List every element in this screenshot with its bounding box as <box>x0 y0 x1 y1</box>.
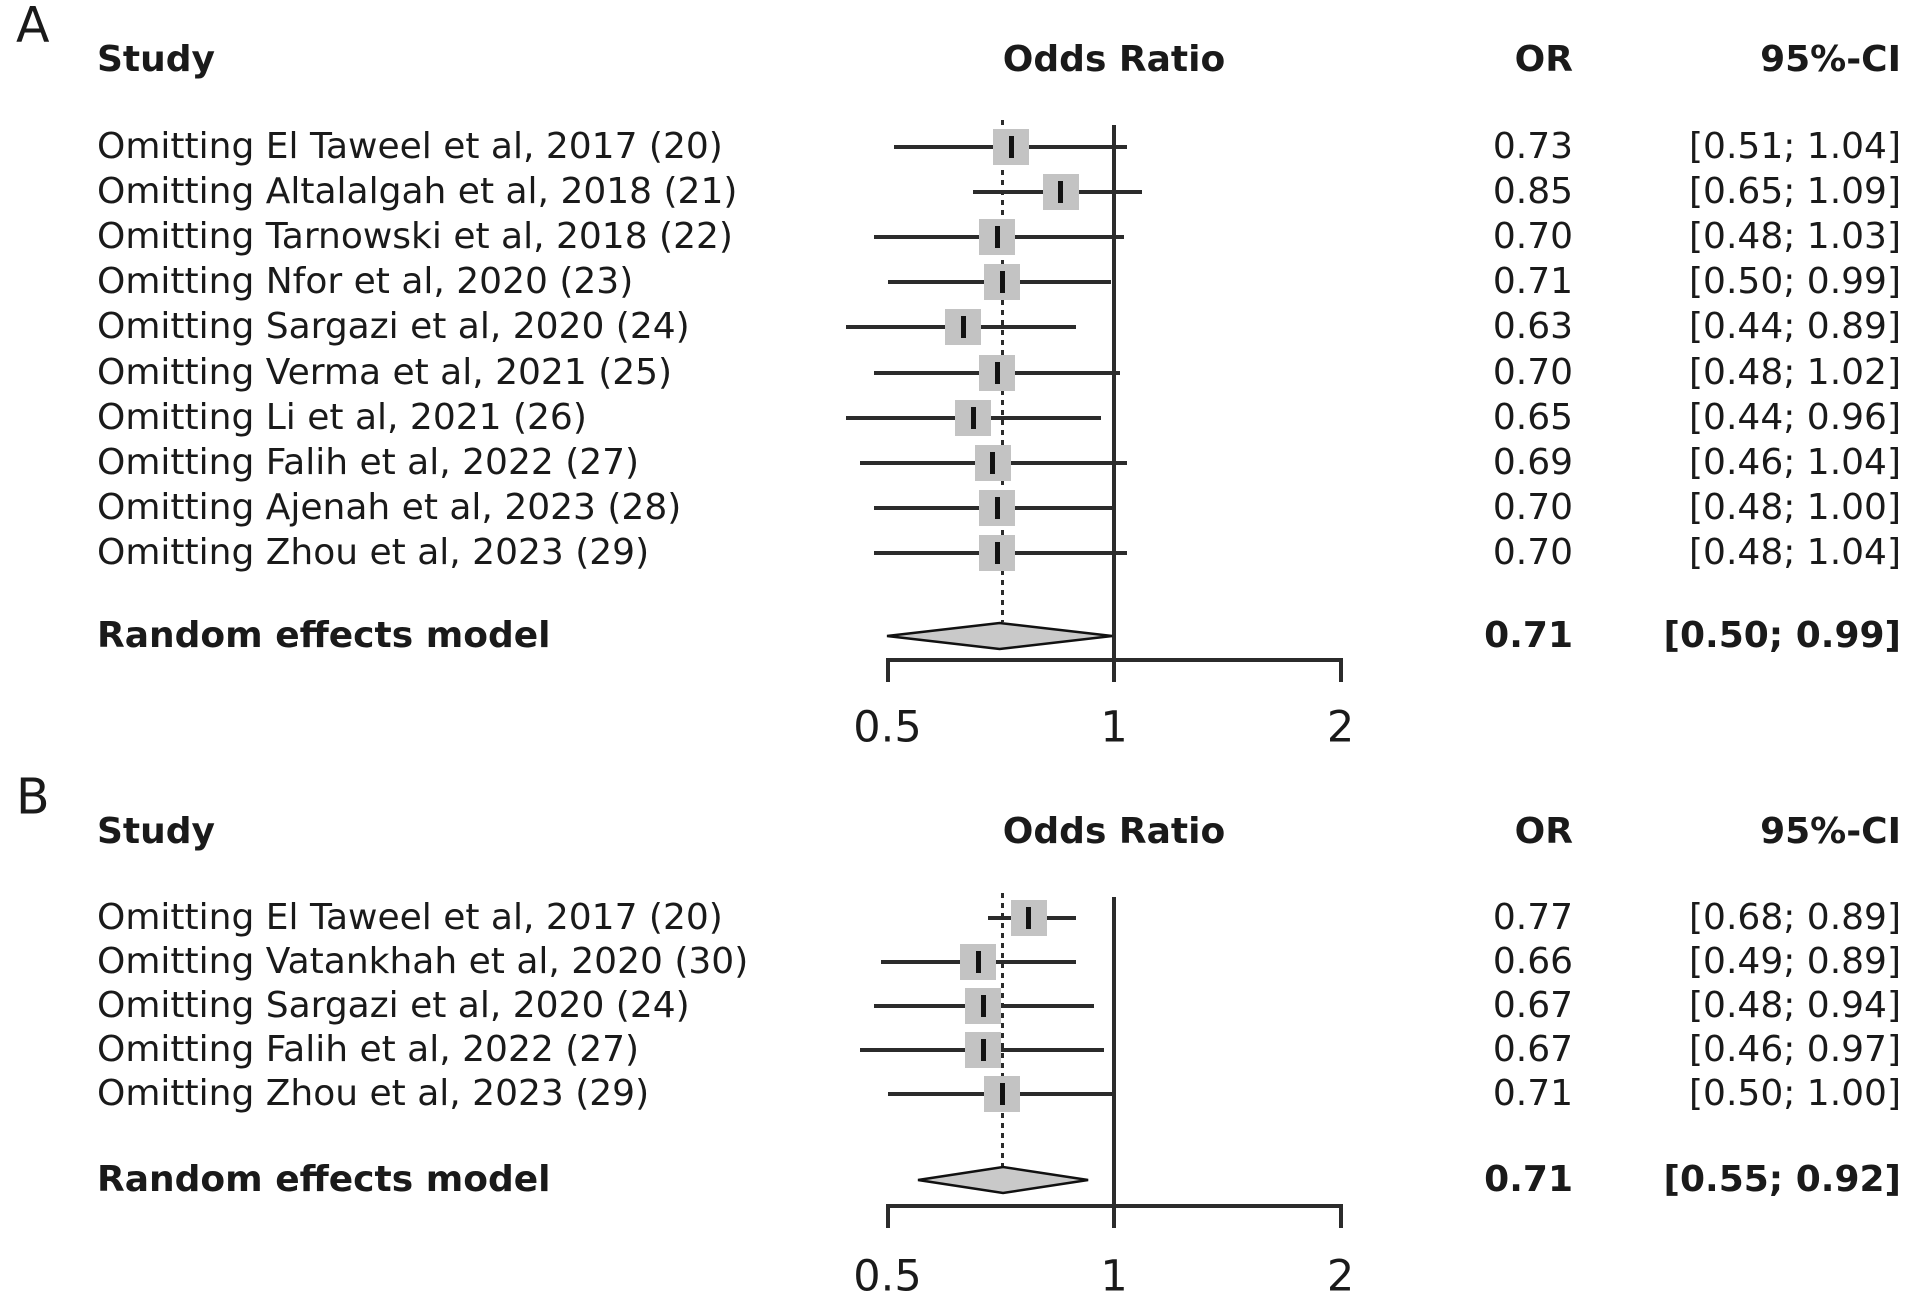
panel-b-pooled-label: Random effects model <box>97 1159 551 1200</box>
panel-a-study-ci-value: [0.48; 1.04] <box>1689 531 1901 573</box>
panel-a-study-row-label: Omitting Sargazi et al, 2020 (24) <box>97 306 690 348</box>
panel-a-study-ci-value: [0.44; 0.89] <box>1689 306 1901 348</box>
panel-b-axis-tick-label: 1 <box>1100 1251 1128 1302</box>
panel-b-odds-ratio-column-header: Odds Ratio <box>1002 811 1226 852</box>
panel-a-study-or-value: 0.73 <box>1492 126 1573 167</box>
panel-b-axis-tick-label: 0.5 <box>853 1251 922 1302</box>
panel-b-study-ci-value: [0.50; 1.00] <box>1689 1073 1901 1114</box>
panel-a-point-estimate-tick <box>1058 181 1064 204</box>
panel-b-study-or-value: 0.67 <box>1492 1029 1573 1070</box>
panel-a-axis-tick <box>1112 658 1116 682</box>
panel-b-point-estimate-tick <box>980 995 986 1017</box>
panel-a-study-or-value: 0.71 <box>1492 261 1573 303</box>
panel-a-axis-tick-label: 2 <box>1326 702 1355 753</box>
panel-b-axis-tick-label: 2 <box>1326 1251 1355 1302</box>
panel-a-study-or-value: 0.70 <box>1492 216 1573 258</box>
panel-a-study-or-value: 0.65 <box>1492 396 1573 438</box>
panel-a-study-or-value: 0.70 <box>1492 486 1573 528</box>
panel-a-study-or-value: 0.85 <box>1492 171 1573 213</box>
panel-a-axis-tick-label: 1 <box>1100 702 1128 753</box>
panel-b-study-ci-value: [0.68; 0.89] <box>1689 897 1901 938</box>
panel-a-point-estimate-tick <box>960 316 966 339</box>
panel-b-study-row-label: Omitting Falih et al, 2022 (27) <box>97 1029 640 1070</box>
panel-a-odds-ratio-column-header: Odds Ratio <box>1002 39 1226 80</box>
panel-a-point-estimate-tick <box>999 271 1005 294</box>
panel-b-point-estimate-tick <box>1026 907 1032 929</box>
panel-b-axis-tick <box>885 1204 890 1228</box>
panel-b-study-ci-value: [0.48; 0.94] <box>1689 985 1901 1026</box>
panel-b-study-ci-value: [0.46; 0.97] <box>1689 1029 1901 1070</box>
panel-a-study-row-label: Omitting Nfor et al, 2020 (23) <box>97 261 634 303</box>
panel-b-pooled-or-value: 0.71 <box>1484 1159 1573 1200</box>
panel-b-study-row-label: Omitting Sargazi et al, 2020 (24) <box>97 985 690 1026</box>
panel-b-or-column-header: OR <box>1514 811 1573 852</box>
panel-a-study-row-label: Omitting Ajenah et al, 2023 (28) <box>97 486 682 528</box>
panel-a-study-or-value: 0.70 <box>1492 351 1573 393</box>
panel-a-study-ci-value: [0.46; 1.04] <box>1689 441 1901 483</box>
panel-a-point-estimate-tick <box>990 451 996 474</box>
panel-b-pooled-ci-value: [0.55; 0.92] <box>1663 1159 1901 1200</box>
panel-a-study-ci-value: [0.48; 1.03] <box>1689 216 1901 258</box>
panel-b-study-row-label: Omitting Zhou et al, 2023 (29) <box>97 1073 650 1114</box>
panel-a-study-row-label: Omitting Zhou et al, 2023 (29) <box>97 531 650 573</box>
panel-a-pooled-or-value: 0.71 <box>1484 615 1573 656</box>
panel-a-study-ci-value: [0.48; 1.00] <box>1689 486 1901 528</box>
panel-b-study-or-value: 0.67 <box>1492 985 1573 1026</box>
panel-b-null-reference-line <box>1112 897 1116 1228</box>
panel-b-study-column-header: Study <box>97 811 216 852</box>
panel-b-study-or-value: 0.77 <box>1492 897 1573 938</box>
panel-b-study-row-label: Omitting El Taweel et al, 2017 (20) <box>97 897 723 938</box>
panel-a-study-ci-value: [0.65; 1.09] <box>1689 171 1901 213</box>
panel-a-study-ci-value: [0.51; 1.04] <box>1689 126 1901 167</box>
panel-b-study-or-value: 0.71 <box>1492 1073 1573 1114</box>
panel-a-axis-tick-label: 0.5 <box>853 702 922 753</box>
panel-a-label: A <box>16 0 50 54</box>
panel-b-study-or-value: 0.66 <box>1492 941 1573 982</box>
panel-b-pooled-estimate-dotted-line <box>1000 893 1004 1166</box>
panel-a-pooled-diamond <box>886 621 1112 651</box>
panel-a-axis-tick <box>1338 658 1343 682</box>
panel-b-pooled-diamond <box>917 1165 1088 1195</box>
panel-a-null-reference-line <box>1112 125 1116 682</box>
panel-a-point-estimate-tick <box>1008 136 1014 158</box>
panel-a-study-ci-value: [0.50; 0.99] <box>1689 261 1901 303</box>
panel-b-label: B <box>16 768 50 826</box>
panel-a-point-estimate-tick <box>994 496 1000 519</box>
panel-a-study-row-label: Omitting Li et al, 2021 (26) <box>97 396 587 438</box>
panel-a-point-estimate-tick <box>994 541 1000 564</box>
panel-b-study-ci-value: [0.49; 0.89] <box>1689 941 1901 982</box>
panel-b-axis-tick <box>1338 1204 1343 1228</box>
panel-a-point-estimate-tick <box>994 361 1000 384</box>
panel-a-study-row-label: Omitting Verma et al, 2021 (25) <box>97 351 673 393</box>
panel-a-pooled-label: Random effects model <box>97 615 551 656</box>
panel-b-axis-tick <box>1112 1204 1116 1228</box>
panel-a-ci-column-header: 95%-CI <box>1760 39 1901 80</box>
panel-a-study-ci-value: [0.44; 0.96] <box>1689 396 1901 438</box>
panel-a-study-column-header: Study <box>97 39 216 80</box>
panel-a-study-ci-value: [0.48; 1.02] <box>1689 351 1901 393</box>
panel-a-study-row-label: Omitting Altalalgah et al, 2018 (21) <box>97 171 738 213</box>
panel-a-study-row-label: Omitting Falih et al, 2022 (27) <box>97 441 640 483</box>
panel-b-point-estimate-tick <box>999 1083 1005 1105</box>
panel-a-study-or-value: 0.69 <box>1492 441 1573 483</box>
panel-a-study-row-label: Omitting Tarnowski et al, 2018 (22) <box>97 216 733 258</box>
panel-a-pooled-ci-value: [0.50; 0.99] <box>1663 615 1901 656</box>
panel-b-point-estimate-tick <box>975 951 981 973</box>
panel-b-study-row-label: Omitting Vatankhah et al, 2020 (30) <box>97 941 749 982</box>
panel-a-study-or-value: 0.70 <box>1492 531 1573 573</box>
panel-a-study-row-label: Omitting El Taweel et al, 2017 (20) <box>97 126 723 167</box>
panel-a-or-column-header: OR <box>1514 39 1573 80</box>
panel-b-ci-column-header: 95%-CI <box>1760 811 1901 852</box>
panel-a-study-or-value: 0.63 <box>1492 306 1573 348</box>
panel-a-point-estimate-tick <box>970 406 976 429</box>
panel-b-point-estimate-tick <box>980 1039 986 1061</box>
panel-a-axis-tick <box>885 658 890 682</box>
panel-a-point-estimate-tick <box>994 226 1000 249</box>
